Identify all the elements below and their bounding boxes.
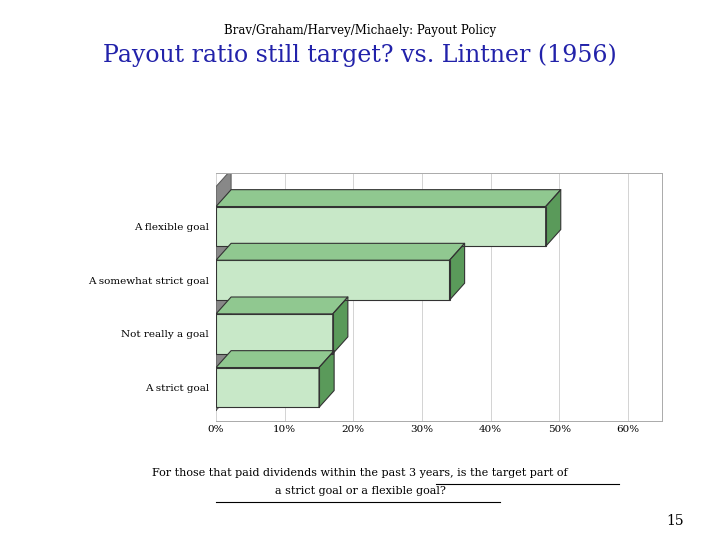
Text: Payout ratio still target? vs. Lintner (1956): Payout ratio still target? vs. Lintner (… <box>103 43 617 67</box>
Polygon shape <box>333 297 348 354</box>
Bar <box>216 368 319 407</box>
Polygon shape <box>319 350 334 407</box>
Text: 15: 15 <box>667 514 684 528</box>
Polygon shape <box>216 190 561 206</box>
Bar <box>216 314 333 354</box>
Text: For those that paid dividends within the past 3 years, ̲i̲s̲ ̲t̲h̲e̲ ̲t̲a̲r̲g̲e̲: For those that paid dividends within the… <box>152 467 568 478</box>
Polygon shape <box>216 170 231 410</box>
Polygon shape <box>546 190 561 246</box>
Polygon shape <box>449 244 464 300</box>
Polygon shape <box>216 297 348 314</box>
Text: For those that paid dividends within the past 3 years, is the target part of: For those that paid dividends within the… <box>152 468 568 478</box>
Text: Brav/Graham/Harvey/Michaely: Payout Policy: Brav/Graham/Harvey/Michaely: Payout Poli… <box>224 24 496 37</box>
Polygon shape <box>216 244 464 260</box>
Text: a strict goal or a flexible goal?: a strict goal or a flexible goal? <box>274 485 446 496</box>
Polygon shape <box>216 350 334 368</box>
Bar <box>216 260 449 300</box>
Bar <box>216 206 546 246</box>
